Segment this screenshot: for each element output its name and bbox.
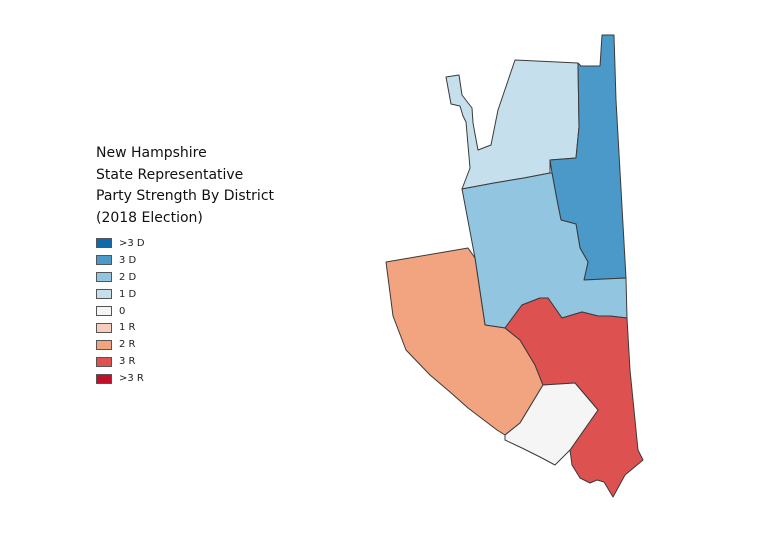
legend-item: 1 D [96, 286, 145, 303]
legend-item: 1 R [96, 319, 145, 336]
legend-swatch [96, 322, 112, 333]
map-title: New Hampshire State Representative Party… [96, 143, 274, 229]
legend-item: 2 D [96, 269, 145, 286]
legend-label: 2 R [119, 339, 136, 351]
legend: >3 D 3 D 2 D 1 D 0 1 R 2 R 3 R >3 R [96, 235, 145, 387]
legend-item: >3 R [96, 370, 145, 387]
legend-label: 3 R [119, 356, 136, 368]
legend-label: >3 R [119, 373, 144, 385]
legend-swatch [96, 373, 112, 384]
legend-label: 2 D [119, 271, 137, 283]
legend-swatch [96, 339, 112, 350]
legend-item: 3 R [96, 353, 145, 370]
legend-label: >3 D [119, 237, 145, 249]
legend-item: 0 [96, 303, 145, 320]
title-line-4: (2018 Election) [96, 209, 203, 226]
title-line-1: New Hampshire [96, 145, 207, 161]
legend-item: 3 D [96, 252, 145, 269]
legend-swatch [96, 356, 112, 367]
district-south [504, 382, 599, 466]
legend-swatch [96, 238, 112, 249]
legend-swatch [96, 306, 112, 316]
legend-swatch [96, 289, 112, 300]
title-line-2: State Representative [96, 166, 244, 183]
legend-label: 0 [119, 305, 126, 317]
legend-label: 3 D [119, 254, 137, 266]
legend-item: >3 D [96, 235, 145, 252]
legend-label: 1 D [119, 288, 137, 300]
legend-swatch [96, 255, 112, 266]
legend-item: 2 R [96, 336, 145, 353]
title-line-3: Party Strength By District [96, 188, 275, 204]
legend-label: 1 R [119, 322, 136, 334]
legend-swatch [96, 272, 112, 283]
